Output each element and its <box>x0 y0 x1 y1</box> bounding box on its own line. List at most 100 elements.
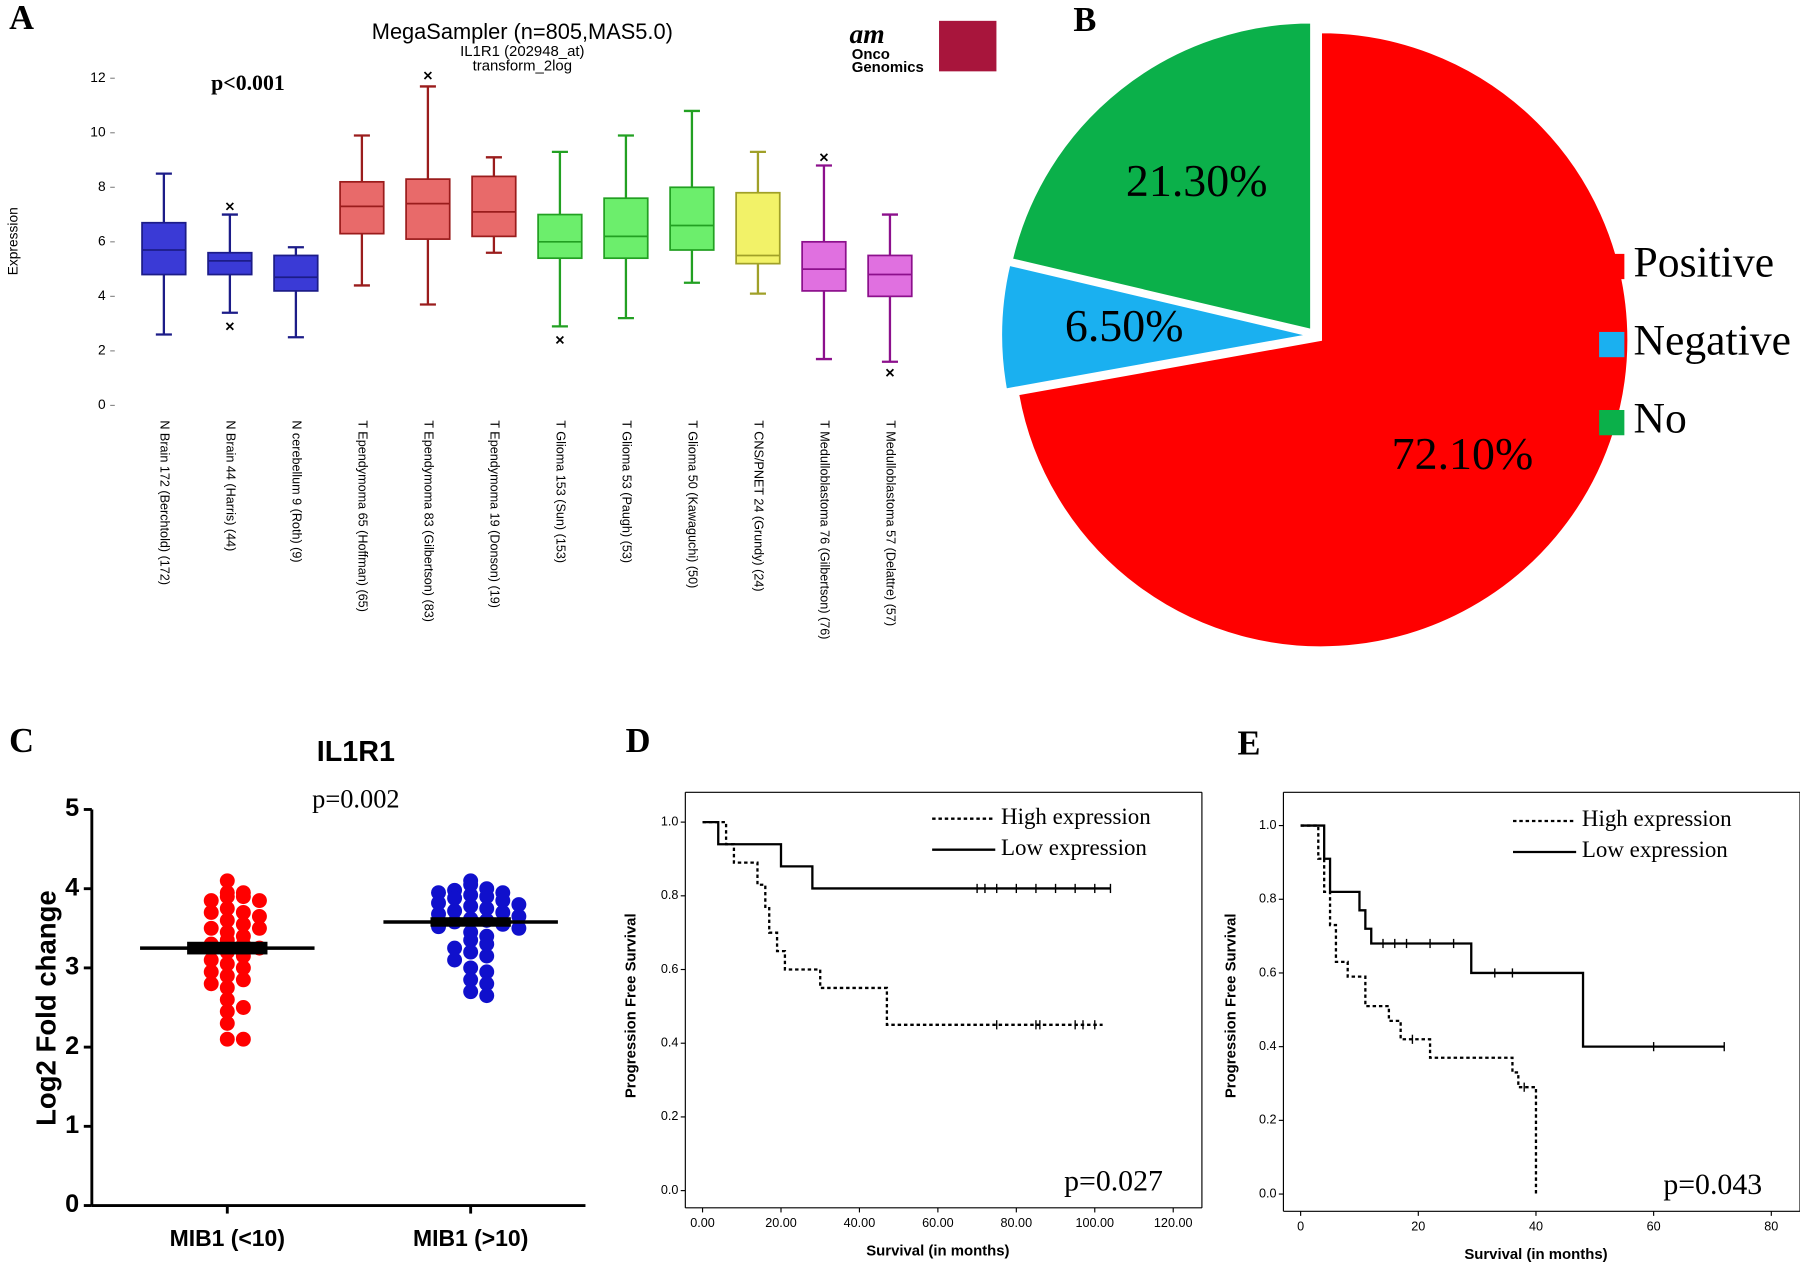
data-point <box>219 992 235 1008</box>
outlier <box>555 335 564 345</box>
p-value: p=0.043 <box>1663 1168 1762 1201</box>
y-tick-label: 0.8 <box>1259 892 1277 906</box>
y-tick-label: 5 <box>65 794 79 822</box>
outlier <box>423 71 432 80</box>
y-axis-label: Expression <box>5 207 20 275</box>
data-point <box>203 964 219 980</box>
data-point <box>251 920 267 936</box>
x-tick-label: 100.00 <box>1075 1216 1114 1230</box>
y-tick-label: 0 <box>98 397 106 412</box>
data-point <box>479 936 495 952</box>
data-point <box>219 968 235 984</box>
panel-label: D <box>626 722 651 760</box>
chart-title: MegaSampler (n=805,MAS5.0) <box>372 19 673 44</box>
x-tick-label: 0 <box>1297 1220 1304 1234</box>
y-tick-label: 1.0 <box>661 814 679 828</box>
logo-text: Genomics <box>852 59 924 76</box>
data-point <box>235 1000 251 1015</box>
x-tick-label: T Ependymoma 65 (Hoffman) (65) <box>356 420 370 612</box>
pie-slice <box>999 263 1309 391</box>
data-point <box>463 887 479 903</box>
slice-label: 72.10% <box>1392 428 1534 479</box>
slice-label: 21.30% <box>1126 155 1268 206</box>
data-point <box>463 898 479 914</box>
x-tick-label: MIB1 (<10) <box>170 1225 285 1251</box>
data-point <box>463 960 479 976</box>
logo-text: Onco <box>852 46 890 63</box>
data-point <box>463 877 479 893</box>
data-point <box>235 972 251 988</box>
x-tick-label: N Brain 44 (Harris) (44) <box>224 420 238 551</box>
sem-bar <box>430 917 511 927</box>
data-point <box>463 944 479 960</box>
data-point <box>431 895 446 911</box>
legend-label: High expression <box>1001 804 1151 829</box>
box <box>141 221 187 276</box>
logo-text: am <box>849 18 884 49</box>
data-point <box>251 908 267 924</box>
legend-label: Negative <box>1634 317 1791 365</box>
y-tick-label: 0.0 <box>1259 1186 1277 1200</box>
y-tick-label: 8 <box>98 179 106 194</box>
data-point <box>235 960 251 976</box>
data-point <box>203 893 219 909</box>
data-point <box>219 901 235 916</box>
x-tick-label: 80.00 <box>1001 1216 1033 1230</box>
y-tick-label: 0.2 <box>661 1109 679 1123</box>
chart-title: IL1R1 <box>317 736 395 768</box>
x-tick-label: T Glioma 50 (Kawaguchi) (50) <box>686 420 700 588</box>
data-point <box>203 920 219 936</box>
y-tick-label: 2 <box>98 343 106 358</box>
survival-curve <box>702 820 1111 890</box>
slice-label: 6.50% <box>1065 300 1184 351</box>
chart-subtitle: transform_2log <box>473 58 572 75</box>
y-tick-label: 0.4 <box>661 1036 679 1050</box>
y-tick-label: 4 <box>65 873 79 901</box>
y-tick-label: 10 <box>90 124 106 139</box>
x-tick-label: T Glioma 53 (Paugh) (53) <box>620 420 634 563</box>
x-tick-label: 40.00 <box>844 1216 876 1230</box>
x-tick-label: T Ependymoma 19 (Donson) (19) <box>488 420 502 608</box>
box <box>339 180 385 235</box>
data-point <box>219 912 235 928</box>
y-axis-label: Progression Free Survival <box>1223 913 1240 1098</box>
x-tick-label: T Medulloblastoma 76 (Gilbertson) (76) <box>818 420 832 639</box>
data-point <box>495 893 511 909</box>
x-tick-label: 0.00 <box>690 1216 715 1230</box>
outlier <box>819 153 829 162</box>
y-tick-label: 0.4 <box>1259 1039 1277 1053</box>
data-point <box>447 940 463 956</box>
y-tick-label: 0.8 <box>661 888 679 902</box>
data-point <box>203 976 219 992</box>
data-point <box>479 948 495 964</box>
x-axis-label: Survival (in months) <box>866 1242 1009 1259</box>
pie-slice <box>1010 21 1313 332</box>
data-point <box>511 897 527 913</box>
data-point <box>235 905 251 920</box>
y-axis-label: Progression Free Survival <box>622 913 639 1098</box>
x-axis-label: Survival (in months) <box>1464 1246 1607 1263</box>
logo-box <box>939 20 997 72</box>
x-tick-label: 20 <box>1411 1220 1425 1234</box>
y-tick-label: 0.0 <box>661 1183 679 1197</box>
chart-subtitle: IL1R1 (202948_at) <box>460 43 584 60</box>
y-tick-label: 0 <box>65 1190 79 1218</box>
y-tick-label: 4 <box>98 288 106 303</box>
data-point <box>219 873 235 889</box>
x-tick-label: 60 <box>1647 1220 1661 1234</box>
data-point <box>203 952 219 968</box>
data-point <box>219 1004 235 1019</box>
box <box>537 213 583 260</box>
legend-swatch <box>1599 253 1625 280</box>
outlier <box>885 368 895 377</box>
legend-label: Positive <box>1634 239 1775 287</box>
x-tick-label: N cerebellum 9 (Roth) (9) <box>290 420 304 562</box>
data-point <box>479 988 495 1004</box>
data-point <box>219 1031 235 1047</box>
data-point <box>203 905 219 920</box>
panel-label: A <box>9 0 34 37</box>
box <box>669 186 715 251</box>
data-point <box>463 984 479 1000</box>
y-tick-label: 2 <box>65 1032 79 1060</box>
